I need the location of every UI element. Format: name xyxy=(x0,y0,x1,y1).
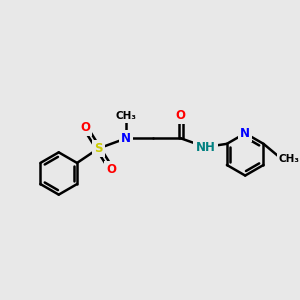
Text: N: N xyxy=(240,127,250,140)
Text: CH₃: CH₃ xyxy=(116,111,137,121)
Text: NH: NH xyxy=(196,141,215,154)
Text: O: O xyxy=(106,163,117,176)
Text: O: O xyxy=(176,109,186,122)
Text: CH₃: CH₃ xyxy=(279,154,300,164)
Text: S: S xyxy=(94,142,103,155)
Text: O: O xyxy=(80,121,90,134)
Text: N: N xyxy=(121,132,131,145)
